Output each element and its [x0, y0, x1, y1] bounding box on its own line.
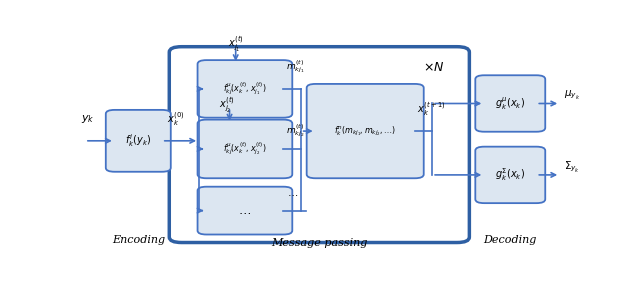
Text: $\ldots$: $\ldots$ — [239, 204, 252, 217]
Text: $m_{kj_1}^{(t)}$: $m_{kj_1}^{(t)}$ — [286, 59, 305, 75]
FancyBboxPatch shape — [476, 75, 545, 132]
Text: $f_{kj}^{\mu}(x_k^{(t)},x_{j_1}^{(t)})$: $f_{kj}^{\mu}(x_k^{(t)},x_{j_1}^{(t)})$ — [223, 81, 267, 97]
FancyBboxPatch shape — [198, 187, 292, 235]
FancyBboxPatch shape — [169, 47, 469, 243]
FancyBboxPatch shape — [476, 147, 545, 203]
FancyBboxPatch shape — [198, 120, 292, 178]
Text: $g_k^{\mu}(x_k)$: $g_k^{\mu}(x_k)$ — [495, 95, 525, 112]
Text: $x_{j_1}^{(t)}$: $x_{j_1}^{(t)}$ — [228, 34, 244, 53]
Text: Decoding: Decoding — [484, 235, 537, 245]
Text: $f_k^n(m_{kj_1},m_{kj_2},\ldots)$: $f_k^n(m_{kj_1},m_{kj_2},\ldots)$ — [334, 124, 396, 138]
Text: $x_{j_2}^{(t)}$: $x_{j_2}^{(t)}$ — [219, 95, 235, 114]
Text: $m_{kj_2}^{(t)}$: $m_{kj_2}^{(t)}$ — [286, 123, 305, 139]
Text: $x_k^{(t+1)}$: $x_k^{(t+1)}$ — [417, 101, 446, 118]
FancyBboxPatch shape — [307, 84, 424, 178]
Text: $f_{kj}^{\mu}(x_k^{(t)},x_{j_2}^{(t)})$: $f_{kj}^{\mu}(x_k^{(t)},x_{j_2}^{(t)})$ — [223, 141, 267, 157]
Text: $\ldots$: $\ldots$ — [287, 189, 298, 198]
Text: $y_k$: $y_k$ — [81, 113, 94, 125]
Text: $\times N$: $\times N$ — [423, 61, 445, 74]
Text: Message passing: Message passing — [271, 238, 367, 248]
Text: $f_k^i(y_k)$: $f_k^i(y_k)$ — [125, 132, 152, 149]
Text: $\Sigma_{y_k}$: $\Sigma_{y_k}$ — [564, 159, 580, 174]
FancyBboxPatch shape — [106, 110, 171, 172]
Text: $g_k^{\Sigma}(x_k)$: $g_k^{\Sigma}(x_k)$ — [495, 167, 525, 183]
Text: Encoding: Encoding — [112, 235, 165, 245]
Text: $x_k^{(0)}$: $x_k^{(0)}$ — [167, 110, 184, 128]
FancyBboxPatch shape — [198, 60, 292, 118]
Text: $\mu_{y_k}$: $\mu_{y_k}$ — [564, 89, 580, 101]
